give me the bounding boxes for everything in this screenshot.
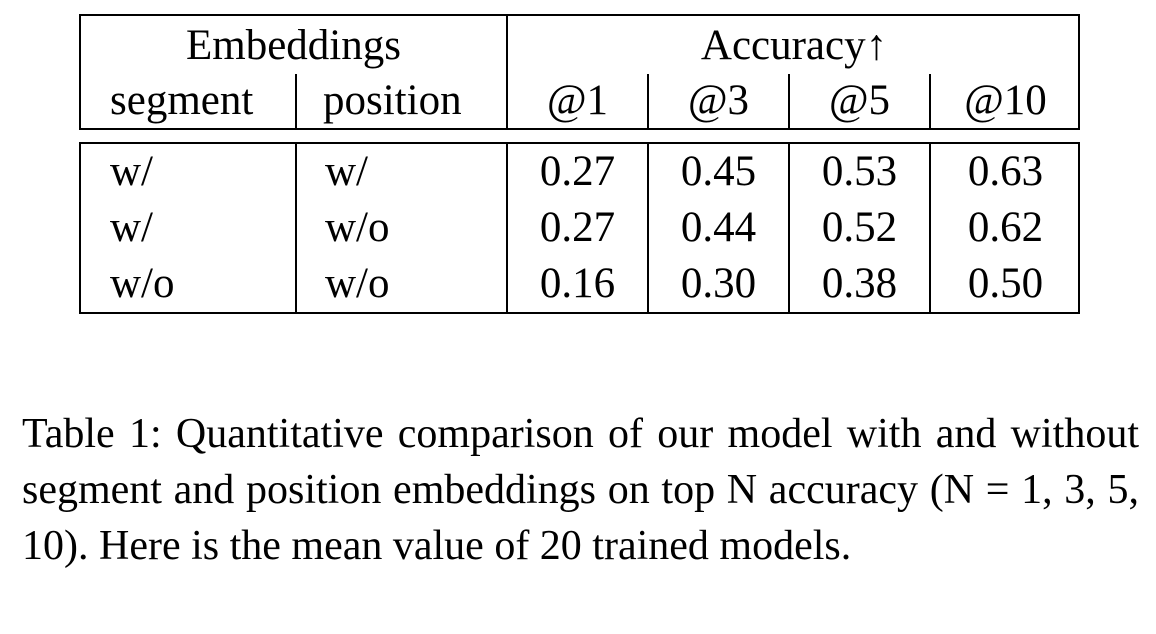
table-cell: 0.63 — [967, 148, 1044, 195]
table-cell: 0.50 — [967, 260, 1044, 307]
table-cell: w/o — [110, 260, 175, 307]
embeddings-group-header: Embeddings — [186, 22, 401, 69]
column-header-at1: @1 — [546, 77, 609, 124]
column-divider — [506, 144, 508, 312]
column-header-position: position — [323, 77, 462, 124]
table-cell: 0.16 — [539, 260, 616, 307]
table-body: w/ w/ 0.27 0.45 0.53 0.63 w/ w/o 0.27 0.… — [79, 142, 1080, 314]
table-header: Embeddings Accuracy↑ segment position @1… — [79, 14, 1080, 130]
column-header-at5: @5 — [828, 77, 891, 124]
table-cell: w/o — [325, 260, 390, 307]
table-cell: 0.27 — [539, 148, 616, 195]
table-cell: 0.38 — [821, 260, 898, 307]
column-header-at10: @10 — [964, 77, 1047, 124]
table-caption: Table 1: Quantitative comparison of our … — [22, 411, 1139, 569]
column-header-at3: @3 — [687, 77, 750, 124]
column-divider — [788, 144, 790, 312]
table-cell: w/ — [110, 148, 153, 195]
column-divider — [929, 144, 931, 312]
column-divider — [647, 74, 649, 130]
table-cell: 0.27 — [539, 204, 616, 251]
table-cell: 0.44 — [680, 204, 757, 251]
column-divider — [295, 74, 297, 130]
accuracy-group-header: Accuracy↑ — [700, 22, 888, 69]
column-divider — [506, 74, 508, 130]
table-cell: 0.53 — [821, 148, 898, 195]
table-cell: 0.62 — [967, 204, 1044, 251]
table-cell: 0.30 — [680, 260, 757, 307]
table-cell: w/ — [325, 148, 368, 195]
group-divider — [506, 16, 508, 74]
column-header-segment: segment — [110, 77, 254, 124]
table-cell: 0.52 — [821, 204, 898, 251]
column-divider — [788, 74, 790, 130]
table-cell: w/ — [110, 204, 153, 251]
table-cell: w/o — [325, 204, 390, 251]
column-divider — [295, 144, 297, 312]
table-cell: 0.45 — [680, 148, 757, 195]
results-table: Embeddings Accuracy↑ segment position @1… — [79, 14, 1080, 314]
column-divider — [647, 144, 649, 312]
column-divider — [929, 74, 931, 130]
